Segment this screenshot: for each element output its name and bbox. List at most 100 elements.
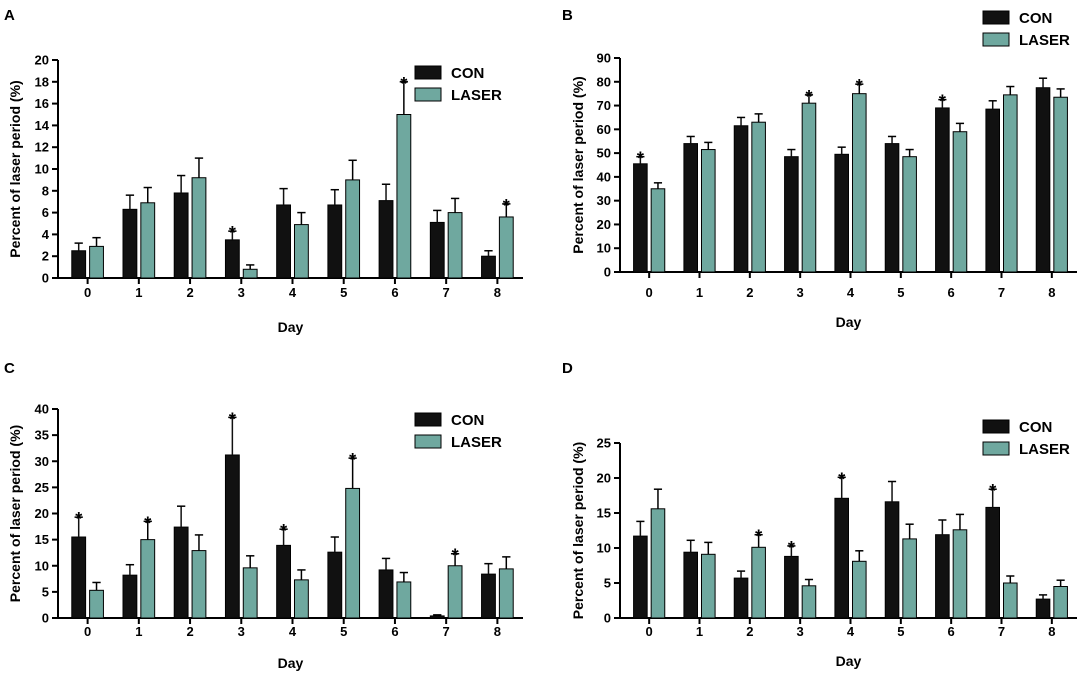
bar-con <box>276 544 292 619</box>
y-tick-label: 5 <box>42 584 49 599</box>
x-tick-label: 7 <box>998 285 1005 300</box>
y-axis-title: Percent of laser period (%) <box>7 425 23 602</box>
y-tick-label: 10 <box>597 241 611 256</box>
x-tick-label: 6 <box>391 624 398 639</box>
x-tick-label: 6 <box>391 285 398 300</box>
bar-con <box>784 156 799 273</box>
x-tick-label: 1 <box>135 285 142 300</box>
legend-swatch-con <box>982 419 1010 434</box>
bar-con <box>173 192 189 279</box>
significance-star: * <box>939 92 946 112</box>
bar-laser <box>650 508 666 619</box>
bar-laser <box>852 560 867 619</box>
y-tick-label: 15 <box>597 506 611 521</box>
bar-laser <box>345 487 361 619</box>
x-tick-label: 8 <box>494 624 501 639</box>
bar-laser <box>952 529 968 619</box>
bar-con <box>935 534 950 619</box>
bar-con <box>1035 598 1051 619</box>
y-axis-title: Percent of laser period (%) <box>570 442 586 619</box>
y-tick-label: 15 <box>35 532 49 547</box>
significance-star: * <box>400 74 407 94</box>
y-tick-label: 0 <box>604 265 611 280</box>
bar-con <box>71 250 87 279</box>
y-tick-label: 8 <box>42 183 49 198</box>
x-tick-label: 5 <box>340 624 347 639</box>
x-tick-label: 5 <box>897 624 904 639</box>
x-axis-title: Day <box>278 319 304 335</box>
bar-laser <box>345 179 361 279</box>
significance-star: * <box>856 76 863 96</box>
bar-con <box>378 569 394 619</box>
bar-con <box>834 153 849 273</box>
bar-laser <box>1003 582 1018 619</box>
significance-star: * <box>637 149 644 169</box>
significance-star: * <box>349 450 356 470</box>
y-tick-label: 30 <box>35 454 49 469</box>
bar-con <box>378 200 394 279</box>
bar-laser <box>447 212 463 279</box>
bar-con <box>633 163 648 273</box>
y-tick-label: 80 <box>597 74 611 89</box>
x-tick-label: 0 <box>84 624 91 639</box>
y-tick-label: 2 <box>42 249 49 264</box>
x-tick-label: 8 <box>1048 624 1055 639</box>
bar-con <box>481 573 496 619</box>
bar-con <box>733 577 749 619</box>
legend-swatch-laser <box>414 87 442 102</box>
bar-con <box>784 555 799 619</box>
panel-letter: C <box>4 360 15 377</box>
bar-laser <box>1003 94 1018 273</box>
bar-laser <box>447 565 463 619</box>
bar-laser <box>902 538 917 619</box>
bar-laser <box>242 567 258 619</box>
y-tick-label: 0 <box>42 611 49 626</box>
bar-con <box>122 574 138 619</box>
y-tick-label: 20 <box>35 506 49 521</box>
x-tick-label: 6 <box>948 285 955 300</box>
y-tick-label: 35 <box>35 428 49 443</box>
significance-star: * <box>229 409 236 429</box>
legend-swatch-laser <box>414 434 442 449</box>
x-tick-label: 4 <box>847 624 855 639</box>
x-tick-label: 1 <box>696 285 703 300</box>
y-tick-label: 20 <box>597 471 611 486</box>
bar-con <box>1035 87 1051 273</box>
y-tick-label: 25 <box>35 480 49 495</box>
y-tick-label: 10 <box>597 541 611 556</box>
panel-letter: B <box>562 7 573 24</box>
x-axis-title: Day <box>278 655 304 671</box>
bar-laser <box>89 245 104 279</box>
bar-con <box>834 497 849 619</box>
significance-star: * <box>838 469 845 489</box>
legend-label-laser: LASER <box>1019 441 1070 458</box>
bar-laser <box>294 224 309 279</box>
bar-con <box>985 506 1000 619</box>
bar-laser <box>498 568 514 619</box>
x-tick-label: 4 <box>289 285 297 300</box>
x-tick-label: 3 <box>797 624 804 639</box>
bar-laser <box>396 114 412 279</box>
bar-con <box>429 221 445 279</box>
bar-laser <box>396 581 412 619</box>
legend-swatch-laser <box>982 32 1010 47</box>
legend-swatch-con <box>982 10 1010 25</box>
y-tick-label: 50 <box>597 146 611 161</box>
significance-star: * <box>75 509 82 529</box>
y-tick-label: 12 <box>35 140 49 155</box>
x-tick-label: 3 <box>238 624 245 639</box>
significance-star: * <box>280 521 287 541</box>
y-tick-label: 18 <box>35 74 49 89</box>
x-tick-label: 3 <box>797 285 804 300</box>
panel-letter: A <box>4 7 15 24</box>
bar-laser <box>801 585 817 619</box>
x-tick-label: 0 <box>84 285 91 300</box>
y-tick-label: 4 <box>42 227 50 242</box>
significance-star: * <box>788 538 795 558</box>
y-tick-label: 20 <box>597 217 611 232</box>
bar-laser <box>701 149 716 273</box>
bar-laser <box>498 216 514 279</box>
